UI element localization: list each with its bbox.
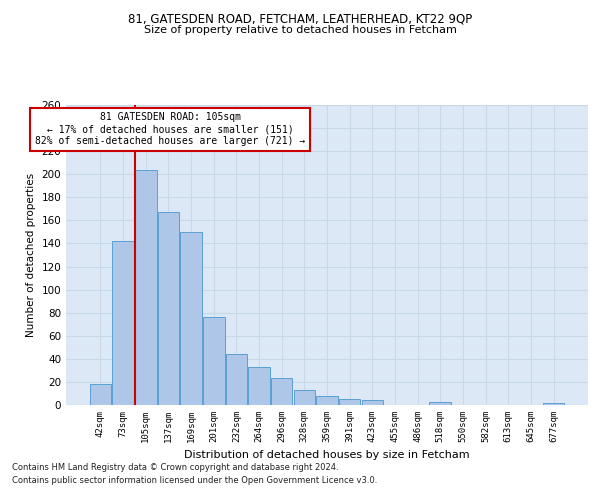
Bar: [430, 402, 451, 405]
Text: 81 GATESDEN ROAD: 105sqm
← 17% of detached houses are smaller (151)
82% of semi-: 81 GATESDEN ROAD: 105sqm ← 17% of detach…: [35, 112, 305, 146]
Bar: [316, 396, 338, 405]
Bar: [226, 354, 247, 405]
Bar: [293, 390, 315, 405]
Text: Size of property relative to detached houses in Fetcham: Size of property relative to detached ho…: [143, 25, 457, 35]
Text: Contains public sector information licensed under the Open Government Licence v3: Contains public sector information licen…: [12, 476, 377, 485]
Bar: [271, 378, 292, 405]
Bar: [158, 212, 179, 405]
Text: Contains HM Land Registry data © Crown copyright and database right 2024.: Contains HM Land Registry data © Crown c…: [12, 464, 338, 472]
Y-axis label: Number of detached properties: Number of detached properties: [26, 173, 36, 337]
Bar: [543, 402, 564, 405]
Bar: [112, 241, 134, 405]
Bar: [90, 384, 111, 405]
Bar: [181, 232, 202, 405]
Bar: [362, 400, 383, 405]
Bar: [248, 367, 270, 405]
Bar: [135, 170, 157, 405]
Bar: [203, 318, 224, 405]
Bar: [339, 399, 361, 405]
X-axis label: Distribution of detached houses by size in Fetcham: Distribution of detached houses by size …: [184, 450, 470, 460]
Text: 81, GATESDEN ROAD, FETCHAM, LEATHERHEAD, KT22 9QP: 81, GATESDEN ROAD, FETCHAM, LEATHERHEAD,…: [128, 12, 472, 26]
